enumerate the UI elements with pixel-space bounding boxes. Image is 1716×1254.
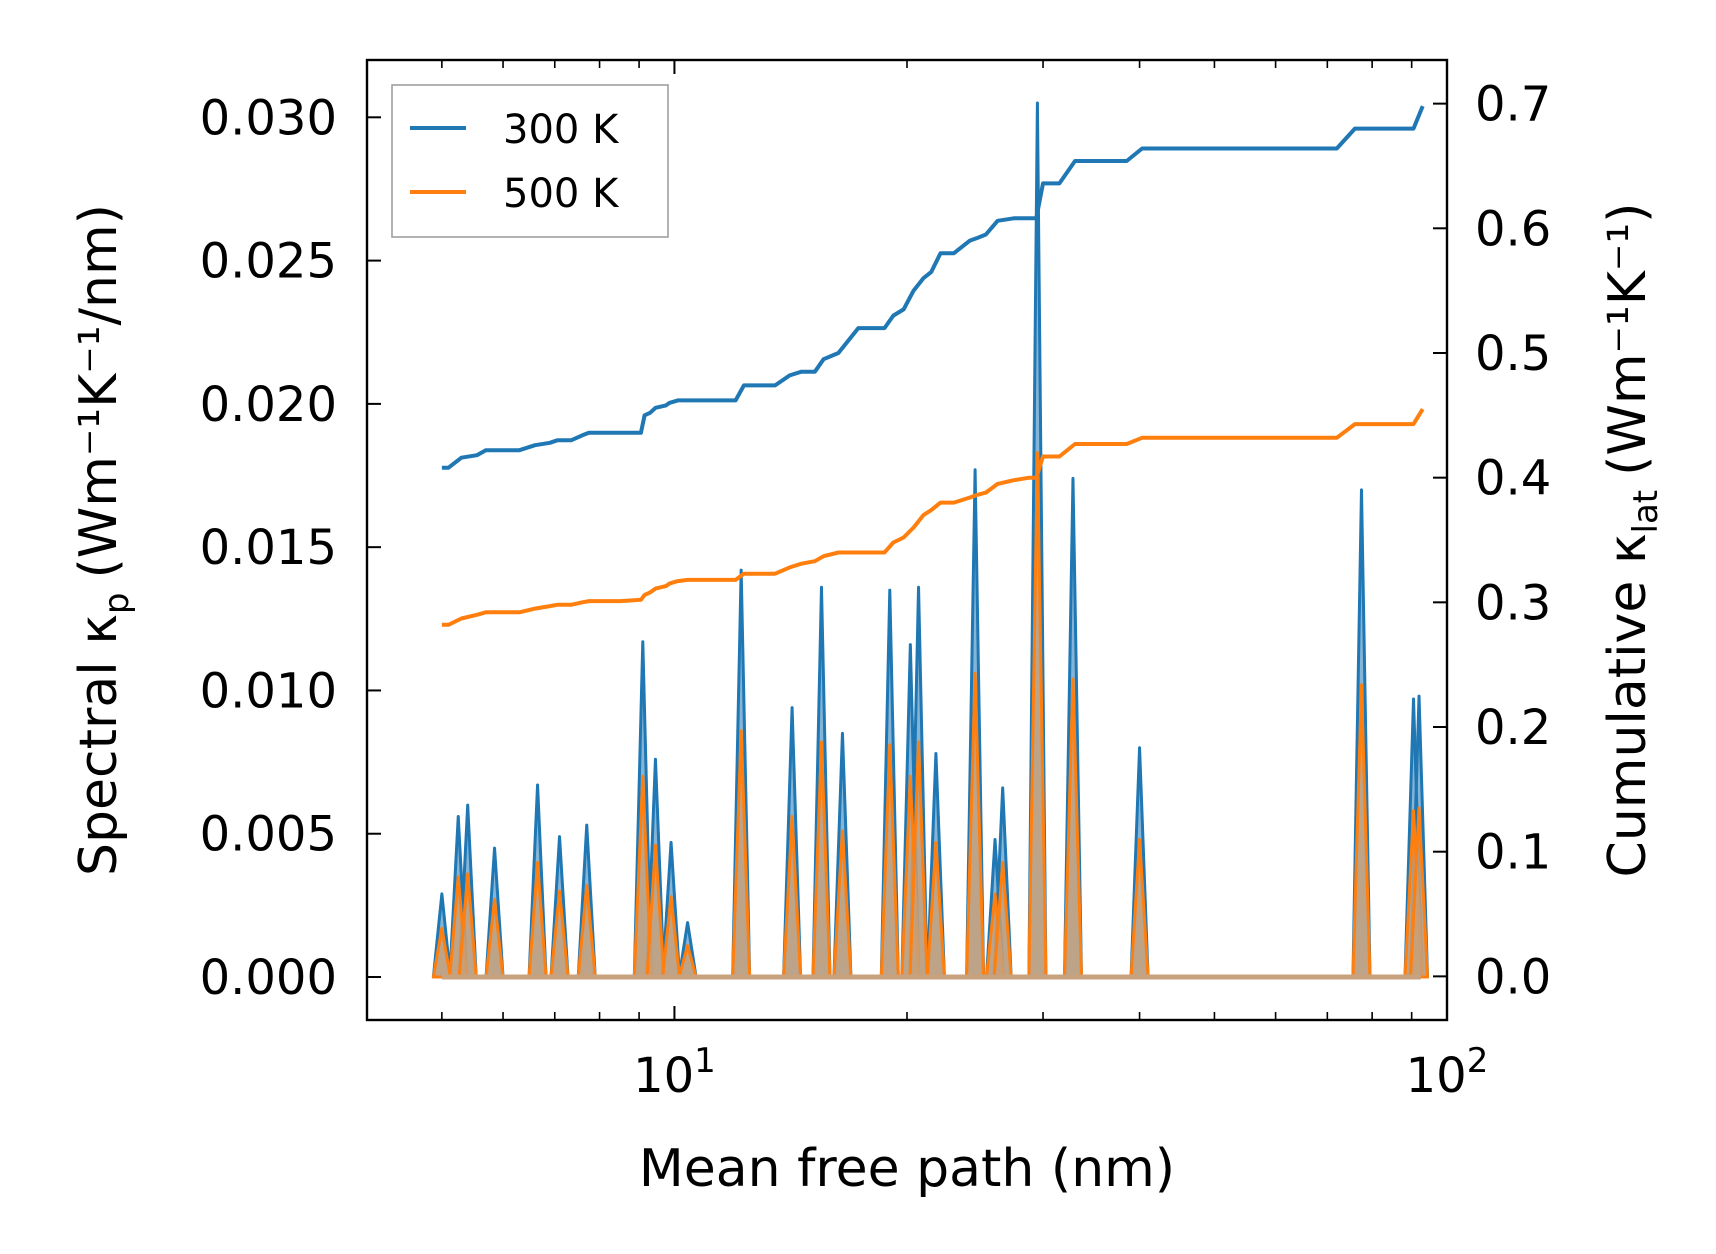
left-y-axis-label-units: (Wm⁻¹K⁻¹/nm) — [69, 204, 129, 578]
x-axis-label: Mean free path (nm) — [639, 1139, 1175, 1199]
right-y-tick-label: 0.5 — [1475, 326, 1551, 382]
legend: 300 K 500 K — [391, 84, 669, 238]
x-tick-label-base: 10 — [1406, 1048, 1467, 1104]
right-y-axis-label-main: Cumulative κ — [1598, 534, 1658, 878]
right-y-tick-label: 0.0 — [1475, 949, 1551, 1005]
right-y-tick-label: 0.4 — [1475, 451, 1551, 507]
legend-label-500k: 500 K — [503, 171, 620, 217]
right-y-axis-label-sub: lat — [1626, 490, 1666, 534]
left-y-tick-label: 0.030 — [200, 90, 337, 146]
cumulative-line-500k — [441, 408, 1425, 627]
legend-label-300k: 300 K — [503, 107, 620, 153]
axis-ticks — [366, 60, 1448, 1020]
left-y-tick-label: 0.000 — [200, 950, 337, 1006]
left-y-axis-label-main: Spectral κ — [69, 614, 129, 876]
left-y-axis-label-sub: p — [97, 593, 137, 615]
left-y-tick-label: 0.005 — [200, 807, 337, 863]
right-y-tick-label: 0.2 — [1475, 700, 1551, 756]
cumulative-line-300k — [441, 105, 1425, 470]
right-y-axis-label: Cumulative κlat (Wm⁻¹K⁻¹) — [1598, 203, 1666, 878]
right-y-tick-label: 0.7 — [1475, 77, 1551, 133]
right-y-tick-label: 0.3 — [1475, 575, 1551, 631]
x-tick-label: 101 — [633, 1041, 716, 1104]
x-tick-label: 102 — [1406, 1041, 1489, 1104]
axis-tick-labels: 0.000 0.005 0.010 0.015 0.020 0.025 0.030 0.0 0.… — [200, 77, 1552, 1104]
left-y-tick-label: 0.015 — [200, 520, 337, 576]
x-tick-label-exponent: 2 — [1467, 1041, 1489, 1081]
left-y-tick-label: 0.020 — [200, 377, 337, 433]
right-y-tick-label: 0.6 — [1475, 201, 1551, 257]
x-tick-label-base: 10 — [633, 1048, 694, 1104]
spectral-fills — [431, 101, 1430, 980]
right-y-tick-label: 0.1 — [1475, 825, 1551, 881]
data-lines — [441, 105, 1425, 627]
x-tick-label-exponent: 1 — [694, 1041, 716, 1081]
right-y-axis-label-units: (Wm⁻¹K⁻¹) — [1598, 203, 1658, 476]
left-y-axis-label: Spectral κp (Wm⁻¹K⁻¹/nm) — [69, 204, 137, 876]
left-y-tick-label: 0.010 — [200, 663, 337, 719]
left-y-tick-label: 0.025 — [200, 234, 337, 290]
legend-box — [391, 84, 669, 238]
